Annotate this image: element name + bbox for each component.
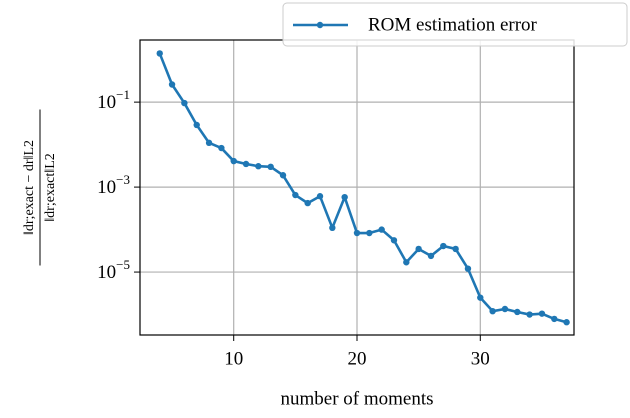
marker [193, 121, 200, 129]
x-tick-label: 30 [471, 348, 490, 369]
marker [168, 81, 176, 88]
marker [255, 163, 262, 170]
marker [366, 229, 373, 237]
marker [403, 259, 410, 266]
marker [489, 307, 496, 315]
marker [156, 50, 163, 57]
y-label-numerator: ‖dr;exact − dr‖L2 [22, 140, 37, 235]
marker [538, 310, 546, 317]
x-tick-label: 10 [224, 348, 243, 369]
marker [279, 172, 287, 179]
marker [230, 157, 237, 165]
marker [304, 199, 311, 207]
marker [181, 99, 188, 107]
legend-box [282, 2, 628, 47]
marker [427, 252, 435, 260]
x-tick-label: 20 [348, 348, 367, 369]
marker [218, 144, 225, 152]
marker [341, 193, 348, 201]
marker [316, 193, 324, 200]
marker [205, 139, 213, 147]
y-axis-label: ‖dr;exact − dr‖L2 ‖dr;exact‖L2 [22, 109, 58, 266]
y-tick-label: 10−1 [97, 87, 130, 113]
line [158, 52, 567, 324]
marker [267, 163, 274, 171]
y-tick-label: 10−3 [97, 172, 130, 198]
marker [415, 245, 422, 253]
x-axis-label: number of moments [280, 388, 433, 409]
marker [464, 265, 472, 272]
legend-label: ROM estimation error [368, 14, 538, 35]
marker [329, 224, 336, 232]
marker [551, 315, 558, 323]
marker [452, 245, 459, 253]
marker [378, 226, 385, 233]
marker [563, 319, 570, 326]
y-label-denominator: ‖dr;exact‖L2 [43, 153, 58, 222]
marker [440, 242, 447, 250]
y-tick-label: 10−5 [97, 257, 130, 283]
marker [390, 237, 398, 244]
marker [292, 191, 299, 199]
marker [477, 294, 484, 301]
marker [526, 311, 533, 318]
marker [353, 229, 361, 237]
marker [514, 308, 521, 316]
legend-marker [316, 21, 324, 29]
marker [242, 160, 250, 168]
marker [501, 305, 509, 313]
